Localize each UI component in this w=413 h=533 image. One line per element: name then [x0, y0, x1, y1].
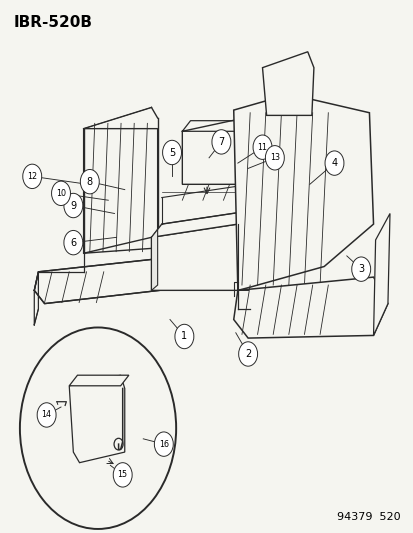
- Polygon shape: [151, 229, 157, 290]
- Text: 1: 1: [181, 332, 187, 342]
- Circle shape: [64, 230, 83, 255]
- Circle shape: [64, 193, 83, 217]
- Text: 16: 16: [159, 440, 169, 449]
- Circle shape: [351, 257, 370, 281]
- Polygon shape: [233, 277, 387, 338]
- Text: 3: 3: [357, 264, 363, 274]
- Circle shape: [238, 342, 257, 366]
- Text: 12: 12: [27, 172, 37, 181]
- Text: 8: 8: [87, 176, 93, 187]
- Polygon shape: [151, 224, 237, 290]
- Text: 15: 15: [117, 471, 128, 479]
- Circle shape: [211, 130, 230, 154]
- Polygon shape: [262, 52, 313, 115]
- Polygon shape: [373, 214, 389, 335]
- Circle shape: [80, 169, 99, 194]
- Text: IBR-520B: IBR-520B: [14, 14, 93, 30]
- Text: 5: 5: [169, 148, 175, 158]
- Circle shape: [52, 181, 70, 206]
- Text: 13: 13: [269, 154, 279, 163]
- Text: 6: 6: [70, 238, 76, 248]
- Text: 14: 14: [42, 410, 52, 419]
- Polygon shape: [182, 118, 252, 184]
- Circle shape: [162, 140, 181, 165]
- Polygon shape: [233, 94, 373, 290]
- Circle shape: [324, 151, 343, 175]
- Polygon shape: [83, 128, 157, 253]
- Text: 4: 4: [331, 158, 337, 168]
- Circle shape: [20, 327, 176, 529]
- Polygon shape: [34, 259, 166, 304]
- Polygon shape: [69, 375, 124, 463]
- Polygon shape: [69, 375, 128, 386]
- Circle shape: [154, 432, 173, 456]
- Text: 9: 9: [70, 200, 76, 211]
- Circle shape: [175, 324, 193, 349]
- Text: 94379  520: 94379 520: [336, 512, 399, 522]
- Circle shape: [23, 164, 42, 189]
- Text: 7: 7: [218, 137, 224, 147]
- Text: 10: 10: [56, 189, 66, 198]
- Text: 2: 2: [244, 349, 251, 359]
- Circle shape: [37, 403, 56, 427]
- Circle shape: [113, 463, 132, 487]
- Circle shape: [252, 135, 271, 159]
- Polygon shape: [151, 211, 249, 237]
- Circle shape: [265, 146, 284, 170]
- Text: 11: 11: [257, 143, 267, 152]
